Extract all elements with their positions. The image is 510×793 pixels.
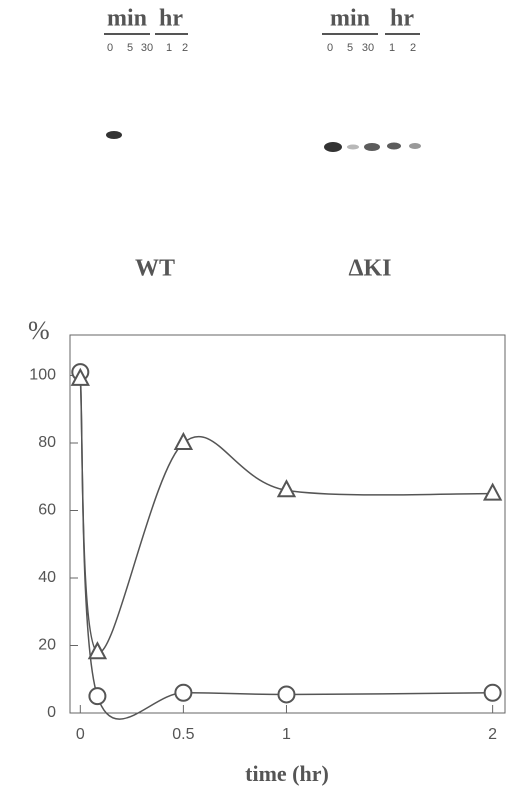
circle-point — [485, 685, 501, 701]
blot-label: WT — [135, 256, 175, 282]
y-tick-label: 60 — [38, 502, 56, 519]
fit-curve — [80, 379, 492, 653]
y-tick-label: 20 — [38, 637, 56, 654]
triangle-point — [485, 485, 501, 500]
lane-label: 0 — [107, 42, 113, 54]
blot-bands — [106, 131, 421, 152]
lane-label: 1 — [389, 42, 395, 54]
x-tick-label: 1 — [282, 726, 291, 743]
y-tick-label: 0 — [47, 704, 56, 721]
fit-curve — [80, 372, 492, 719]
group-label: hr — [390, 6, 414, 32]
y-tick-label: 100 — [29, 367, 56, 384]
group-label: min — [107, 6, 147, 32]
x-tick-label: 0.5 — [172, 726, 194, 743]
figure: min hr min hr WT ΔKI % time (hr) 0530120… — [0, 0, 510, 793]
triangle-point — [175, 434, 191, 449]
y-tick-label: 80 — [38, 434, 56, 451]
plot-frame — [70, 335, 505, 713]
x-tick-label: 2 — [488, 726, 497, 743]
lane-label: 2 — [182, 42, 188, 54]
lane-label: 2 — [410, 42, 416, 54]
page: {"blots":[{"label":"WT","groups":["min",… — [0, 0, 510, 793]
lane-label: 5 — [127, 42, 133, 54]
circle-point — [89, 688, 105, 704]
circle-point — [278, 686, 294, 702]
lane-label: 30 — [141, 42, 153, 54]
group-label: hr — [159, 6, 183, 32]
group-label: min — [330, 6, 370, 32]
lane-label: 5 — [347, 42, 353, 54]
y-axis-label: % — [28, 316, 50, 345]
y-tick-label: 40 — [38, 569, 56, 586]
lane-label: 1 — [166, 42, 172, 54]
lane-label: 30 — [362, 42, 374, 54]
circle-point — [175, 685, 191, 701]
blot-label: ΔKI — [348, 256, 391, 282]
x-axis-label: time (hr) — [245, 761, 329, 786]
lane-label: 0 — [327, 42, 333, 54]
x-tick-label: 0 — [76, 726, 85, 743]
